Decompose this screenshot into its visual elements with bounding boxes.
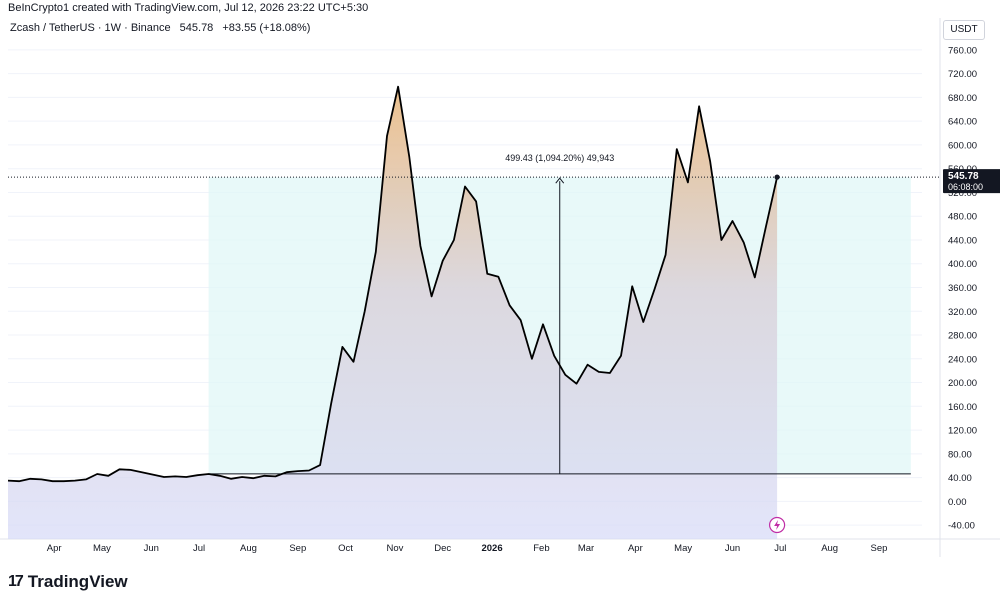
y-tick-label: 680.00 xyxy=(948,93,977,104)
y-tick-label: 200.00 xyxy=(948,378,977,389)
x-tick-label: Aug xyxy=(821,543,838,554)
y-tick-label: 120.00 xyxy=(948,426,977,437)
price-change: +83.55 (+18.08%) xyxy=(222,22,311,34)
y-tick-label: 40.00 xyxy=(948,473,972,484)
y-tick-label: 320.00 xyxy=(948,307,977,318)
x-tick-label: Jul xyxy=(774,543,786,554)
price-line xyxy=(7,85,778,483)
currency-button[interactable]: USDT xyxy=(943,20,985,40)
y-tick-label: 160.00 xyxy=(948,402,977,413)
y-tick-label: 440.00 xyxy=(948,235,977,246)
tradingview-logo[interactable]: 17 TradingView xyxy=(8,572,128,592)
x-tick-label: Jun xyxy=(725,543,740,554)
y-tick-label: 0.00 xyxy=(948,497,967,508)
x-tick-label: Oct xyxy=(338,543,353,554)
y-tick-label: 640.00 xyxy=(948,117,977,128)
y-tick-label: 720.00 xyxy=(948,69,977,80)
price-tag-value: 545.78 xyxy=(948,171,979,182)
y-tick-label: 600.00 xyxy=(948,140,977,151)
x-tick-label: Feb xyxy=(533,543,549,554)
symbol-info: Zcash / TetherUS · 1W · Binance 545.78 +… xyxy=(10,22,316,34)
pair-label: Zcash / TetherUS · 1W · Binance xyxy=(10,22,171,34)
x-tick-label: Nov xyxy=(386,543,403,554)
x-tick-label: Jul xyxy=(193,543,205,554)
logo-text: TradingView xyxy=(27,572,128,591)
x-tick-label: Apr xyxy=(47,543,62,554)
measure-label: 499.43 (1,094.20%) 49,943 xyxy=(505,153,614,163)
last-price-dot xyxy=(774,174,780,180)
tradingview-logo-icon: 17 xyxy=(8,573,24,590)
x-tick-label: Apr xyxy=(628,543,643,554)
lightning-icon[interactable] xyxy=(768,516,786,534)
x-tick-label: Dec xyxy=(434,543,451,554)
area-fill xyxy=(8,86,778,539)
price-tag xyxy=(943,169,1000,194)
x-tick-label: Sep xyxy=(871,543,888,554)
measure-arrow-head xyxy=(555,177,565,184)
y-tick-label: 400.00 xyxy=(948,259,977,270)
lightning-bolt xyxy=(774,520,781,530)
price-tag-countdown: 06:08:00 xyxy=(948,182,983,192)
y-tick-label: 280.00 xyxy=(948,331,977,342)
x-tick-label: Jun xyxy=(144,543,159,554)
y-tick-label: 80.00 xyxy=(948,449,972,460)
last-price: 545.78 xyxy=(179,22,214,34)
x-tick-label: May xyxy=(674,543,692,554)
y-tick-label: 520.00 xyxy=(948,188,977,199)
y-tick-label: 480.00 xyxy=(948,212,977,223)
y-tick-label: -40.00 xyxy=(948,521,975,532)
y-tick-label: 360.00 xyxy=(948,283,977,294)
x-tick-label: Aug xyxy=(240,543,257,554)
x-tick-label: Sep xyxy=(289,543,306,554)
credit-line: BeInCrypto1 created with TradingView.com… xyxy=(8,2,369,14)
x-tick-label: Mar xyxy=(578,543,594,554)
y-tick-label: 240.00 xyxy=(948,354,977,365)
x-tick-label: May xyxy=(93,543,111,554)
y-tick-label: 760.00 xyxy=(948,45,977,56)
x-tick-label: 2026 xyxy=(481,543,502,554)
